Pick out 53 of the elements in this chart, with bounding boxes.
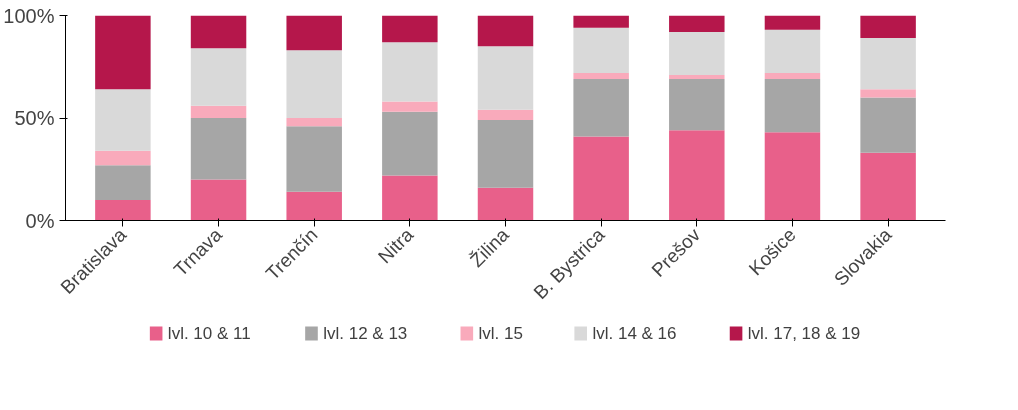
bar [190, 15, 247, 49]
bar [764, 29, 821, 73]
bar [286, 50, 342, 118]
bar [382, 15, 438, 43]
bar [95, 165, 151, 200]
bar [860, 15, 916, 39]
bar [669, 130, 725, 221]
bar [190, 179, 247, 221]
bar [669, 74, 725, 80]
bar [382, 42, 438, 102]
y-tick-label: 0% [25, 209, 55, 232]
bar [669, 79, 725, 131]
bar [573, 79, 629, 137]
legend-label: lvl. 17, 18 & 19 [747, 324, 861, 343]
y-tick-label: 50% [14, 107, 55, 129]
bar [477, 109, 534, 121]
bar [860, 38, 916, 90]
bar [95, 89, 151, 151]
bar [190, 105, 247, 118]
legend-label: lvl. 14 & 16 [592, 324, 677, 343]
bar [382, 101, 438, 112]
bar [95, 150, 151, 166]
bar [860, 89, 916, 98]
bar [860, 97, 916, 153]
bar [764, 72, 821, 80]
bar [286, 191, 342, 221]
bar [573, 27, 629, 73]
bar [764, 15, 821, 30]
bar [190, 48, 247, 106]
bar [382, 111, 438, 176]
bar [477, 120, 534, 188]
legend-label: lvl. 10 & 11 [167, 324, 251, 343]
bar [669, 31, 725, 75]
bar [286, 15, 342, 51]
legend-label: lvl. 15 [478, 324, 523, 343]
bar [573, 72, 629, 80]
bar [477, 187, 534, 221]
bar [286, 126, 342, 192]
bar [764, 79, 821, 133]
bar [477, 46, 534, 110]
bar [669, 15, 725, 32]
bar [95, 15, 151, 90]
bar [573, 136, 629, 221]
bar [764, 132, 821, 221]
bar [95, 200, 151, 221]
bar [573, 15, 629, 28]
bar [477, 15, 534, 47]
legend-label: lvl. 12 & 13 [323, 324, 408, 343]
bar [286, 118, 342, 127]
bar [190, 118, 247, 180]
y-tick-label: 100% [3, 4, 55, 27]
bar [382, 175, 438, 221]
bar [860, 152, 916, 221]
